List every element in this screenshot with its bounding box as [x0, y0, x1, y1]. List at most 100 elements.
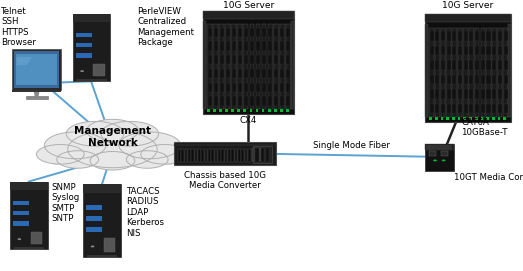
Bar — [504, 46, 508, 56]
Bar — [280, 69, 285, 78]
Bar — [213, 96, 218, 106]
Bar — [503, 117, 506, 120]
Bar — [232, 41, 236, 51]
Bar — [429, 89, 434, 99]
Bar — [262, 28, 266, 37]
Bar — [475, 104, 479, 113]
Bar — [73, 14, 110, 22]
Bar — [429, 46, 434, 56]
Bar — [238, 83, 242, 92]
Bar — [250, 83, 254, 92]
Bar — [435, 89, 439, 99]
Bar — [10, 182, 48, 249]
Bar — [425, 24, 428, 117]
Bar — [207, 109, 210, 112]
Bar — [31, 232, 42, 244]
Bar — [435, 31, 439, 41]
Bar — [262, 69, 266, 78]
Bar — [237, 109, 240, 112]
Bar — [256, 55, 260, 64]
Bar — [220, 41, 224, 51]
Text: Telnet
SSH
HTTPS
Browser: Telnet SSH HTTPS Browser — [1, 7, 36, 47]
Bar — [214, 149, 218, 162]
Text: Single Mode Fiber: Single Mode Fiber — [313, 141, 390, 150]
Text: CAT6A
10GBase-T: CAT6A 10GBase-T — [461, 118, 508, 137]
Bar — [94, 64, 105, 76]
Bar — [492, 75, 496, 84]
Bar — [220, 83, 224, 92]
Bar — [86, 227, 102, 232]
Ellipse shape — [67, 131, 157, 168]
Bar — [452, 89, 457, 99]
Bar — [435, 60, 439, 70]
Bar — [266, 148, 269, 162]
Bar — [256, 96, 260, 106]
Bar — [228, 149, 231, 162]
Bar — [262, 96, 266, 106]
Bar — [249, 24, 254, 109]
Bar — [435, 46, 439, 56]
Bar — [202, 21, 206, 109]
Bar — [447, 60, 451, 70]
Bar — [429, 104, 434, 113]
Text: Management
Network: Management Network — [74, 126, 151, 148]
Bar — [238, 55, 242, 64]
Bar — [481, 28, 485, 117]
Text: 10G Server: 10G Server — [223, 1, 274, 9]
Bar — [250, 28, 254, 37]
Bar — [104, 238, 115, 251]
Bar — [250, 55, 254, 64]
Bar — [446, 28, 451, 117]
Bar — [53, 152, 172, 165]
Bar — [174, 142, 276, 165]
Bar — [486, 117, 489, 120]
Bar — [208, 69, 212, 78]
Bar — [452, 75, 457, 84]
Bar — [481, 75, 485, 84]
Bar — [213, 69, 218, 78]
Bar — [481, 117, 483, 120]
Ellipse shape — [90, 151, 135, 170]
Bar — [268, 96, 272, 106]
Bar — [76, 53, 92, 58]
Bar — [191, 149, 194, 162]
Bar — [280, 41, 285, 51]
Bar — [286, 109, 289, 112]
Bar — [87, 254, 117, 257]
Bar — [208, 149, 211, 162]
Bar — [486, 31, 491, 41]
Bar — [498, 60, 502, 70]
Bar — [268, 41, 272, 51]
Bar — [274, 55, 278, 64]
Bar — [481, 46, 485, 56]
Bar — [262, 24, 267, 109]
Bar — [429, 117, 432, 120]
Bar — [238, 28, 242, 37]
Circle shape — [80, 70, 84, 72]
Bar — [447, 104, 451, 113]
Ellipse shape — [66, 121, 124, 146]
Bar — [463, 117, 466, 120]
Bar — [244, 83, 248, 92]
Bar — [497, 117, 501, 120]
Bar — [274, 69, 278, 78]
Text: 10G Server: 10G Server — [442, 1, 494, 9]
Bar — [244, 55, 248, 64]
Bar — [492, 31, 496, 41]
Bar — [498, 89, 502, 99]
Bar — [452, 117, 454, 120]
Bar — [232, 96, 236, 106]
Bar — [86, 205, 102, 210]
Bar — [202, 11, 294, 114]
Bar — [286, 69, 290, 78]
Bar — [286, 83, 290, 92]
Bar — [207, 24, 212, 109]
Bar — [16, 54, 58, 85]
Bar — [280, 96, 285, 106]
Bar — [435, 117, 438, 120]
Bar — [250, 96, 254, 106]
Bar — [486, 28, 491, 117]
Bar — [244, 28, 248, 37]
Bar — [429, 151, 436, 156]
Bar — [232, 69, 236, 78]
